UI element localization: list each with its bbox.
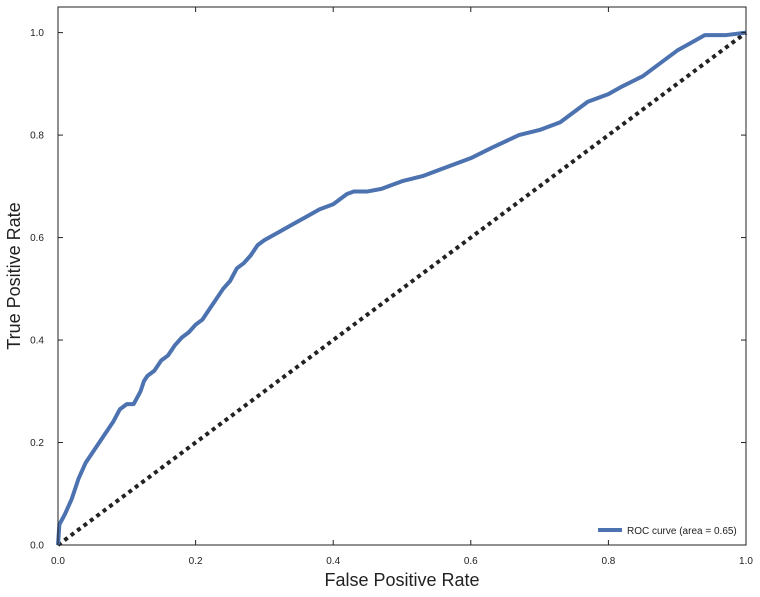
y-tick-label: 1.0 xyxy=(30,28,44,39)
legend: ROC curve (area = 0.65) xyxy=(598,526,737,537)
plot-area xyxy=(56,6,748,547)
y-tick-label: 0.2 xyxy=(30,438,44,449)
x-tick-label: 0.6 xyxy=(464,556,478,567)
roc-curve-line xyxy=(56,30,747,546)
ticks: 0.0 0.2 0.4 0.6 0.8 1.0 0.0 0.2 0.4 0.6 0.8 1.0 xyxy=(30,7,753,567)
x-tick-label: 1.0 xyxy=(739,556,753,567)
x-tick-label: 0.4 xyxy=(326,556,340,567)
x-tick-label: 0.8 xyxy=(601,556,615,567)
y-tick-label: 0.0 xyxy=(30,541,44,552)
y-tick-label: 0.8 xyxy=(30,131,44,142)
y-tick-label: 0.6 xyxy=(30,233,44,244)
y-axis-title: True Positive Rate xyxy=(4,202,24,349)
x-tick-label: 0.2 xyxy=(189,556,203,567)
x-tick-label: 0.0 xyxy=(51,556,65,567)
chance-diagonal-line xyxy=(56,31,748,547)
plot-frame xyxy=(57,6,747,546)
legend-label-roc: ROC curve (area = 0.65) xyxy=(627,526,737,537)
x-axis-title: False Positive Rate xyxy=(324,570,479,590)
y-tick-label: 0.4 xyxy=(30,336,44,347)
